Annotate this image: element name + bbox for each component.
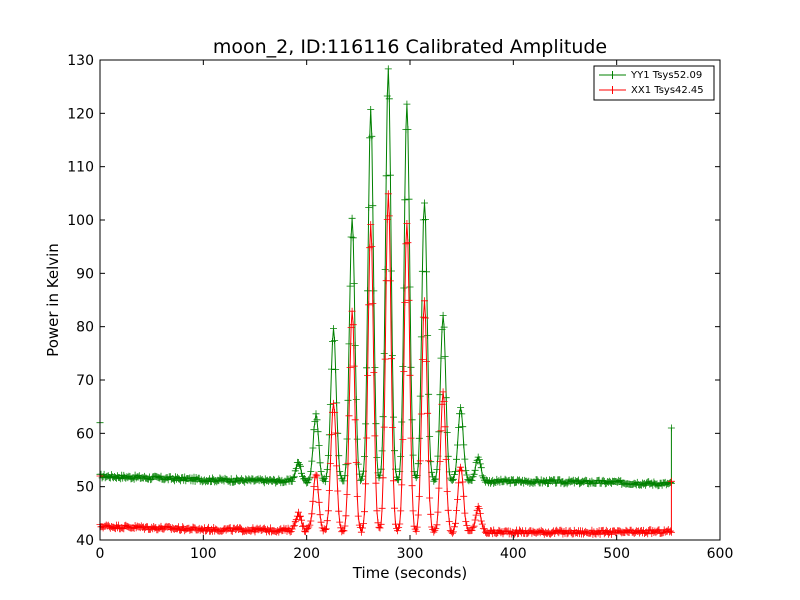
- series-line-0: [99, 68, 672, 487]
- y-tick-label: 130: [67, 53, 94, 69]
- x-tick-label: 100: [190, 546, 217, 562]
- x-axis-label: Time (seconds): [352, 564, 468, 582]
- y-tick-label: 110: [67, 160, 94, 176]
- legend-marker-yy1: [608, 71, 617, 79]
- y-tick-label: 120: [67, 106, 94, 122]
- y-tick-label: 60: [76, 426, 94, 442]
- y-tick-label: 50: [76, 480, 94, 496]
- x-tick-label: 500: [603, 546, 630, 562]
- y-tick-label: 70: [76, 373, 94, 389]
- series-markers-0: [96, 65, 675, 490]
- legend-box: [593, 65, 715, 101]
- x-tick-label: 400: [500, 546, 527, 562]
- y-tick-label: 80: [76, 320, 94, 336]
- y-tick-label: 40: [76, 533, 94, 549]
- y-tick-label: 90: [76, 266, 94, 282]
- x-tick-label: 600: [707, 546, 734, 562]
- series-layer: [96, 65, 675, 538]
- x-tick-label: 200: [293, 546, 320, 562]
- x-tick-label: 0: [96, 546, 105, 562]
- chart-title: moon_2, ID:116116 Calibrated Amplitude: [213, 36, 607, 58]
- legend-marker-xx1: [608, 86, 617, 94]
- x-tick-label: 300: [397, 546, 424, 562]
- legend-label-yy1: YY1 Tsys52.09: [630, 70, 702, 81]
- y-axis-label: Power in Kelvin: [44, 243, 62, 357]
- tick-layer: 0 100 200 300 400 500 600 40 50 60 70 80 90 100 110 120…: [67, 53, 733, 562]
- legend: YY1 Tsys52.09 XX1 Tsys42.45: [593, 65, 715, 101]
- legend-label-xx1: XX1 Tsys42.45: [631, 85, 704, 96]
- y-tick-label: 100: [67, 213, 94, 229]
